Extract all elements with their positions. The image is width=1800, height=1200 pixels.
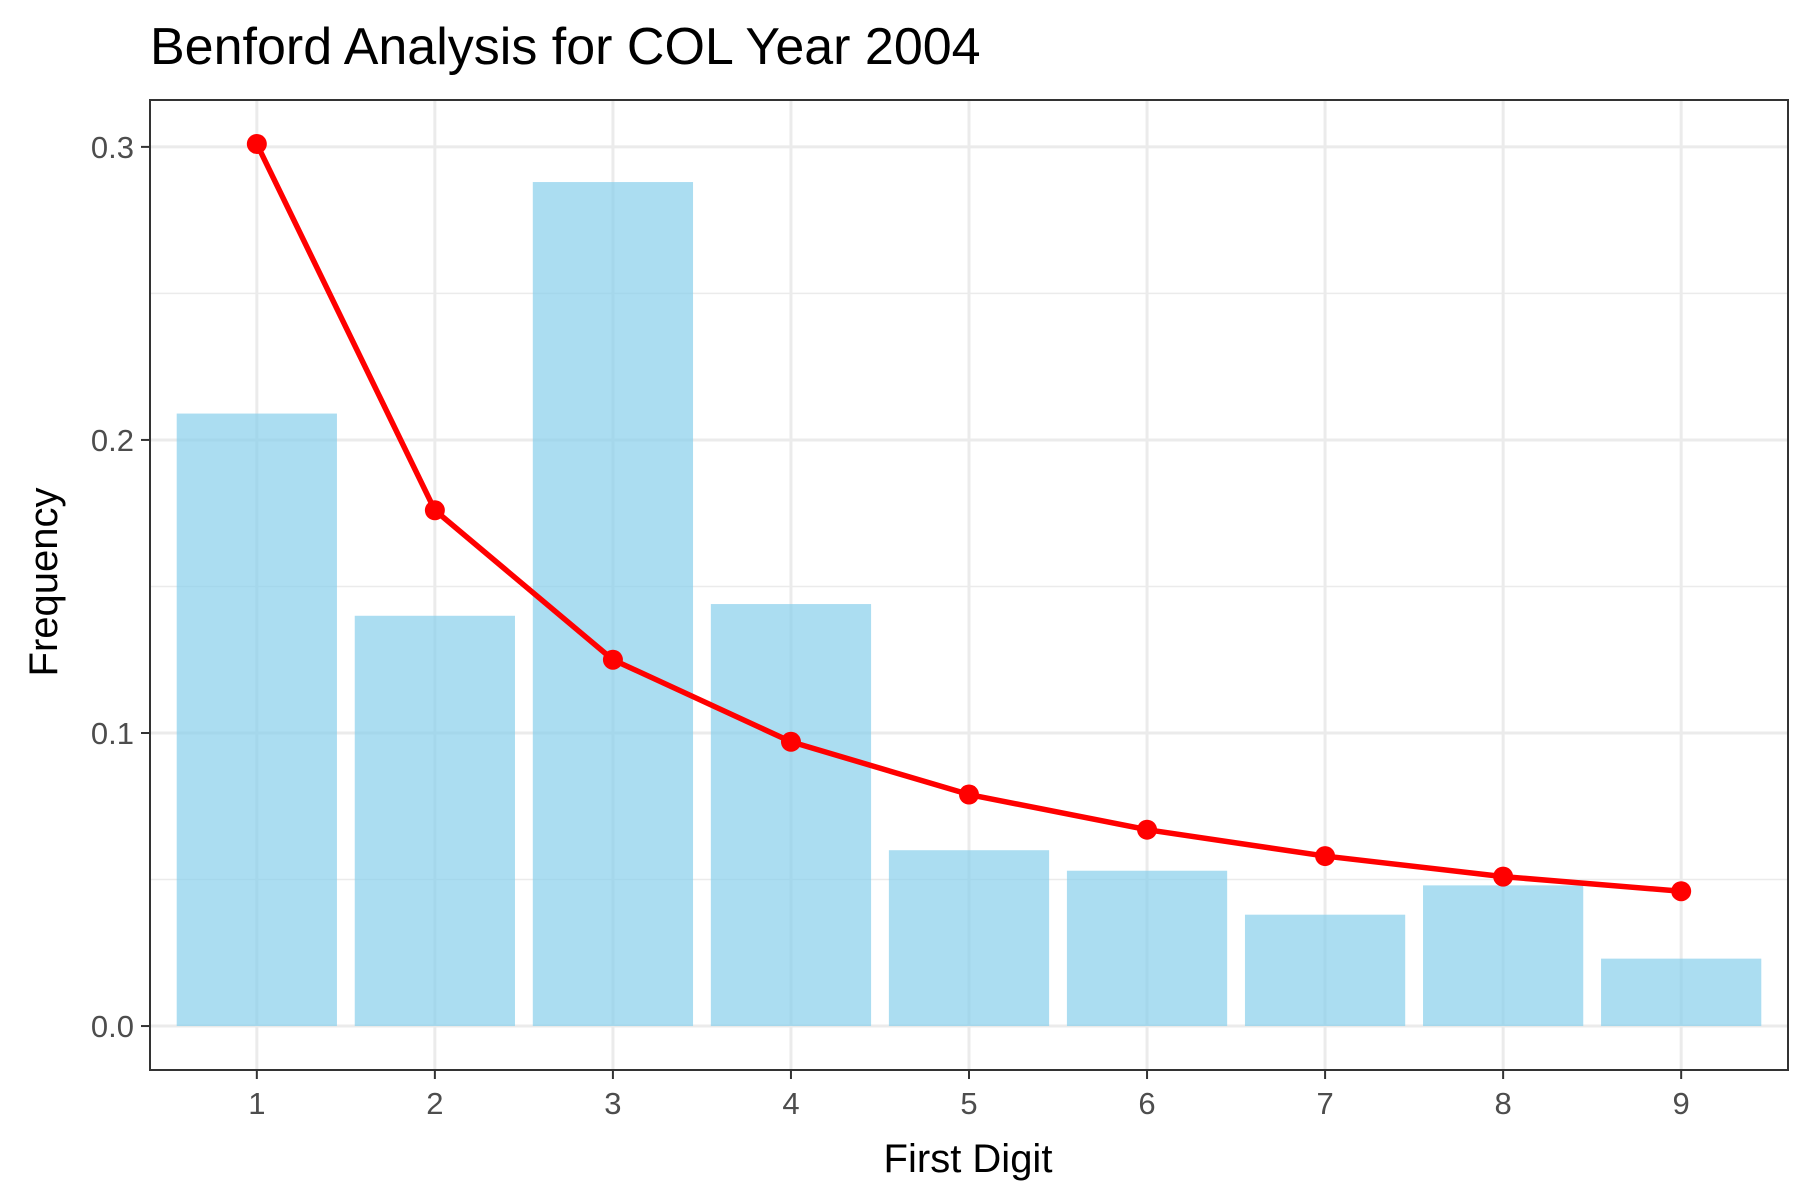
chart-title: Benford Analysis for COL Year 2004 [150, 18, 981, 76]
bar-digit-4 [710, 604, 872, 1027]
bar-digit-7 [1244, 914, 1406, 1027]
bar-digit-9 [1601, 958, 1762, 1027]
x-tick-label: 2 [426, 1086, 443, 1121]
benford-point-2 [424, 500, 445, 521]
benford-point-3 [602, 649, 623, 670]
benford-point-1 [246, 133, 267, 154]
y-tick-label: 0.0 [91, 1009, 134, 1044]
x-tick-label: 6 [1138, 1086, 1155, 1121]
x-tick-label: 5 [960, 1086, 977, 1121]
x-tick-label: 3 [604, 1086, 621, 1121]
y-tick-label: 0.1 [91, 716, 134, 751]
benford-point-7 [1315, 846, 1336, 867]
x-tick-label: 1 [248, 1086, 265, 1121]
x-tick-label: 9 [1673, 1086, 1690, 1121]
bar-digit-5 [888, 850, 1050, 1027]
bar-digit-6 [1066, 870, 1228, 1027]
benford-line-series [246, 133, 1692, 902]
y-tick-label: 0.3 [91, 130, 134, 165]
benford-point-6 [1137, 819, 1158, 840]
y-tick-label: 0.2 [91, 423, 134, 458]
bar-digit-1 [176, 413, 337, 1027]
x-tick-label: 7 [1316, 1086, 1333, 1121]
x-tick-label: 4 [782, 1086, 799, 1121]
bar-digit-3 [532, 182, 694, 1027]
bar-digit-8 [1423, 885, 1584, 1027]
axes: 0.0 0.1 0.2 0.3 1 2 3 4 5 6 7 8 9 [91, 130, 1690, 1121]
bar-digit-2 [354, 615, 515, 1027]
benford-point-5 [959, 784, 979, 805]
benford-point-4 [780, 731, 801, 752]
benford-point-8 [1493, 866, 1514, 887]
x-tick-label: 8 [1495, 1086, 1512, 1121]
bar-series [176, 182, 1762, 1027]
x-axis-title: First Digit [884, 1137, 1053, 1181]
y-axis-title: Frequency [22, 488, 66, 677]
benford-point-9 [1671, 881, 1692, 902]
